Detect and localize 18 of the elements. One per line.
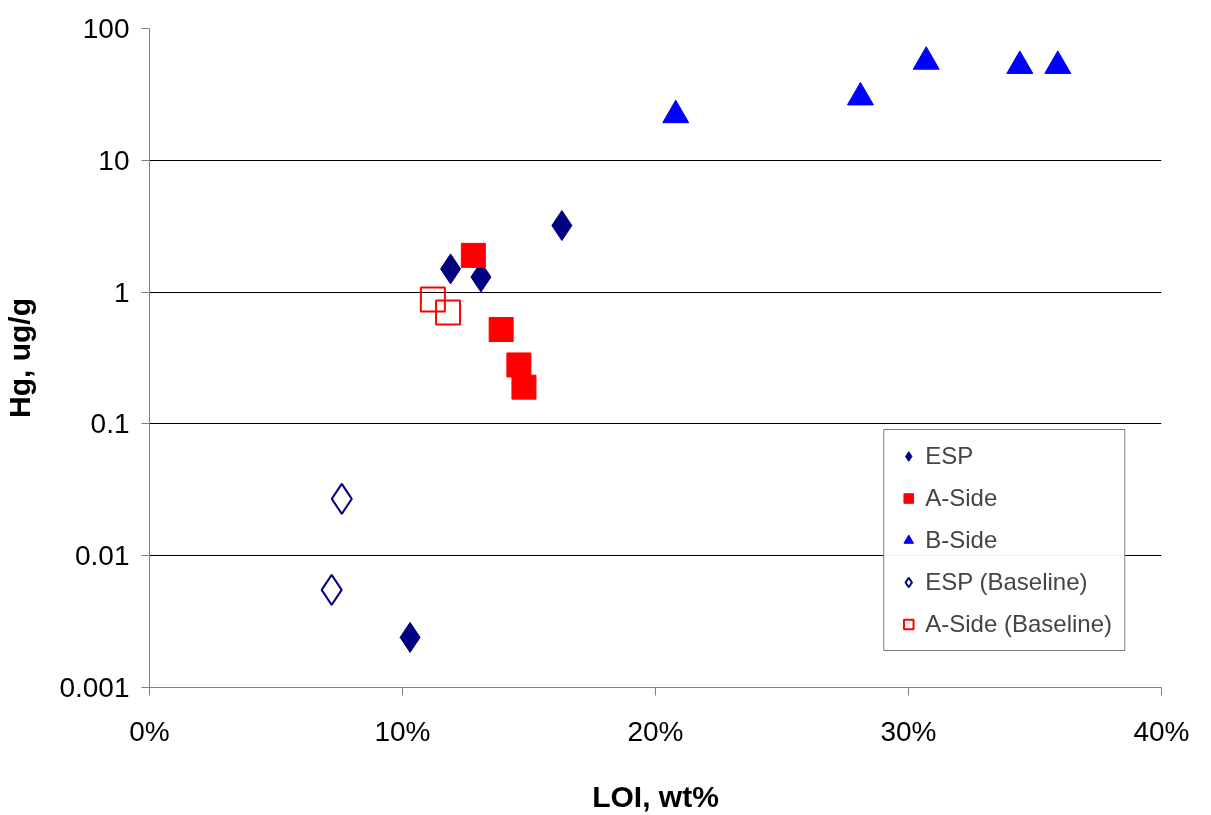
y-tick-label: 0.1	[90, 408, 130, 440]
legend-label: B-Side	[925, 526, 998, 554]
y-tick-label: 1	[113, 276, 130, 308]
y-tick-label: 100	[82, 13, 130, 44]
y-tick-label: 10	[98, 144, 130, 176]
x-tick-label: 0%	[129, 715, 170, 747]
y-tick-label: 0.001	[59, 672, 130, 703]
legend-label: A-Side	[925, 484, 998, 512]
legend-label: A-Side (Baseline)	[925, 610, 1112, 638]
x-tick-label: 10%	[374, 715, 431, 747]
x-axis-title: LOI, wt%	[592, 779, 719, 813]
legend-label: ESP	[925, 442, 974, 470]
y-axis-title: Hg, ug/g	[3, 298, 37, 418]
legend-label: ESP (Baseline)	[925, 568, 1088, 596]
x-tick-label: 30%	[880, 715, 937, 747]
y-tick-label: 0.01	[75, 540, 130, 572]
x-tick-label: 20%	[627, 715, 684, 747]
x-tick-label: 40%	[1133, 715, 1190, 747]
